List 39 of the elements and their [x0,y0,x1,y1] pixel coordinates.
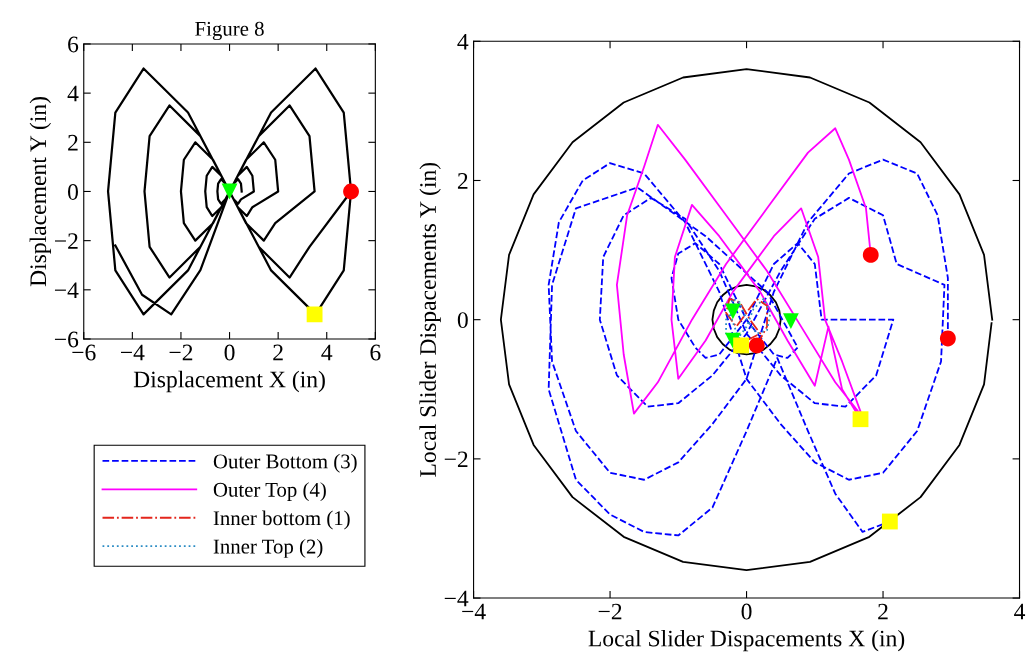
x-tick-label: 0 [741,603,752,620]
legend-label: Inner bottom (1) [213,510,350,530]
x-tick-label: 2 [878,603,888,620]
y-tick-label: −4 [54,282,79,299]
point [852,411,869,428]
point [881,513,898,530]
point [748,337,765,354]
point [782,313,799,329]
x-axis-title: Displacement X (in) [133,370,325,393]
y-tick-label: 4 [457,33,469,50]
x-tick-label: 6 [370,344,381,361]
x-tick-label: 0 [224,344,235,361]
point [939,330,956,347]
legend-label: Outer Top (4) [213,482,326,502]
y-tick-label: −2 [444,451,468,468]
x-tick-label: 4 [1014,603,1026,620]
line-series [711,283,782,356]
y-axis-title: Displacement Y (in) [29,97,51,287]
legend-label: Outer Bottom (3) [213,453,357,473]
y-tick-label: 2 [68,134,78,151]
x-axis-title: Local Slider Dispacements X (in) [588,629,905,652]
point [862,247,879,263]
y-tick-label: 2 [457,173,468,189]
x-tick-label: 2 [273,344,283,361]
y-tick-label: 0 [67,183,78,200]
x-tick-label: −2 [169,344,193,361]
x-tick-label: 4 [321,344,333,361]
y-axis-title: Local Slider Dispacements Y (in) [419,162,441,477]
y-tick-label: 0 [457,312,468,329]
chart-title: Figure 8 [195,21,264,41]
x-tick-label: −2 [598,603,622,620]
legend-label: Inner Top (2) [213,538,323,558]
point [733,337,750,354]
y-tick-label: −2 [54,233,78,249]
y-tick-label: 4 [67,85,79,102]
line-series [499,68,994,572]
x-tick-label: −4 [120,344,145,361]
point [724,303,741,320]
y-tick-label: 6 [68,36,79,53]
